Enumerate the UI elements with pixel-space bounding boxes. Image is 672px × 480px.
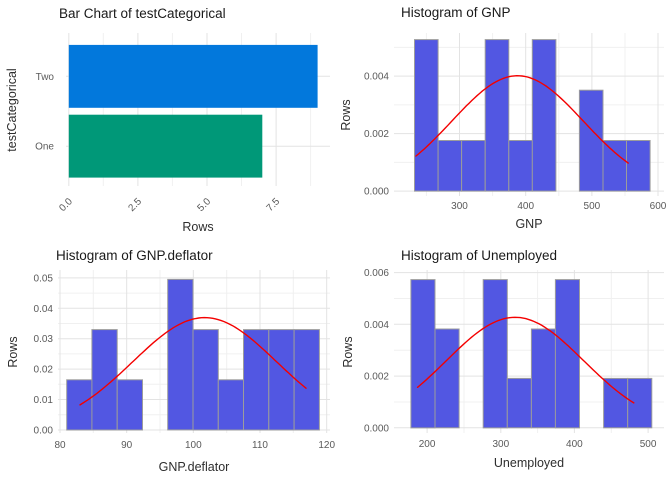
chart-histogram-gnp-deflator: 80 90 100 110 120 0.00 0.01 0.02 0.03 0.04 0.05 Hi…: [0, 240, 336, 480]
x-tick-label: 500: [640, 439, 657, 450]
histogram-bar: [530, 328, 556, 429]
plot-area-histogram-unemployed: 200 300 400 500 0.000 0.002 0.004 0.006: [364, 268, 664, 450]
chart-bar-testcategorical: 0.0 2.5 5.0 7.5 Two One Bar Chart of testCate…: [0, 0, 336, 240]
histogram-bar: [578, 89, 604, 192]
x-tick-label: 120: [318, 440, 335, 451]
x-tick-label: 0.0: [57, 196, 75, 214]
y-tick-label: 0.00: [34, 426, 54, 437]
chart-title: Histogram of GNP.deflator: [56, 248, 213, 263]
histogram-bar: [116, 379, 143, 431]
x-axis-title: GNP: [515, 217, 543, 231]
x-tick-label: 2.5: [126, 196, 144, 214]
x-tick-label: 110: [252, 440, 268, 451]
y-category-label: Two: [36, 72, 55, 83]
histogram-bar: [484, 39, 510, 192]
histogram-bar: [268, 329, 295, 431]
histogram-bar: [508, 140, 533, 192]
x-tick-label: 90: [121, 440, 133, 451]
histogram-bar: [167, 278, 194, 431]
y-tick-label: 0.006: [364, 268, 389, 279]
y-axis-title: testCategorical: [5, 68, 19, 152]
y-tick-label: 0.02: [34, 365, 54, 376]
y-axis-title: Rows: [341, 336, 355, 368]
plot-area-histogram-gnp-deflator: 80 90 100 110 120 0.00 0.01 0.02 0.03 0.04 0.05: [34, 270, 335, 451]
y-axis-title: Rows: [6, 336, 20, 368]
histogram-bar: [410, 279, 436, 429]
chart-title: Bar Chart of testCategorical: [59, 6, 226, 21]
x-axis-title: Unemployed: [493, 456, 565, 470]
x-tick-label: 100: [185, 440, 202, 451]
histogram-bar: [434, 328, 460, 429]
y-tick-label: 0.01: [34, 395, 54, 406]
x-tick-label: 300: [451, 201, 468, 212]
histogram-bar: [602, 140, 628, 192]
y-tick-label: 0.03: [34, 334, 54, 345]
x-tick-label: 400: [566, 439, 583, 450]
chart-title: Histogram of GNP: [401, 5, 511, 20]
histogram-bar: [293, 329, 320, 431]
plot-area-bar-testcategorical: 0.0 2.5 5.0 7.5 Two One: [35, 33, 330, 214]
histogram-bar: [243, 329, 270, 431]
x-tick-label: 600: [650, 201, 667, 212]
chart-histogram-gnp: 300 400 500 600 0.000 0.002 0.004 Histogram of…: [336, 0, 672, 240]
y-tick-label: 0.004: [364, 320, 389, 331]
x-axis-title: GNP.deflator: [158, 460, 230, 474]
histogram-bar: [192, 329, 219, 431]
normal-density-curve: [79, 316, 307, 406]
x-tick-label: 400: [517, 201, 534, 212]
y-axis-title: Rows: [339, 99, 353, 131]
histogram-bar: [437, 140, 463, 192]
y-tick-label: 0.000: [364, 187, 389, 198]
histogram-bar: [627, 377, 653, 429]
y-category-label: One: [35, 142, 54, 153]
y-tick-label: 0.000: [364, 423, 389, 434]
x-tick-label: 500: [584, 201, 601, 212]
x-tick-label: 80: [54, 440, 66, 451]
x-tick-label: 7.5: [265, 196, 283, 214]
histogram-bar: [414, 39, 439, 192]
histogram-bar: [461, 140, 486, 192]
x-tick-label: 5.0: [196, 196, 214, 214]
normal-density-curve: [416, 316, 635, 404]
bar-two: [68, 44, 318, 108]
chart-title: Histogram of Unemployed: [401, 248, 558, 263]
histogram-bar: [554, 279, 580, 429]
y-tick-label: 0.004: [364, 72, 389, 83]
x-tick-label: 300: [492, 439, 509, 450]
histogram-bar: [603, 377, 629, 429]
y-tick-label: 0.002: [364, 372, 389, 383]
histogram-bar: [482, 279, 508, 429]
histogram-bar: [506, 377, 532, 429]
x-tick-label: 200: [419, 439, 436, 450]
y-tick-label: 0.05: [34, 273, 54, 284]
y-tick-label: 0.002: [364, 129, 389, 140]
histogram-bar: [626, 140, 651, 192]
chart-histogram-unemployed: 200 300 400 500 0.000 0.002 0.004 0.006 Histogr…: [336, 240, 672, 480]
y-tick-label: 0.04: [34, 304, 54, 315]
histogram-bar: [217, 379, 245, 431]
histogram-bar: [531, 39, 557, 192]
x-axis-title: Rows: [182, 220, 214, 234]
normal-density-curve: [415, 74, 629, 164]
bar-one: [68, 114, 263, 178]
plot-area-histogram-gnp: 300 400 500 600 0.000 0.002 0.004: [364, 33, 667, 212]
